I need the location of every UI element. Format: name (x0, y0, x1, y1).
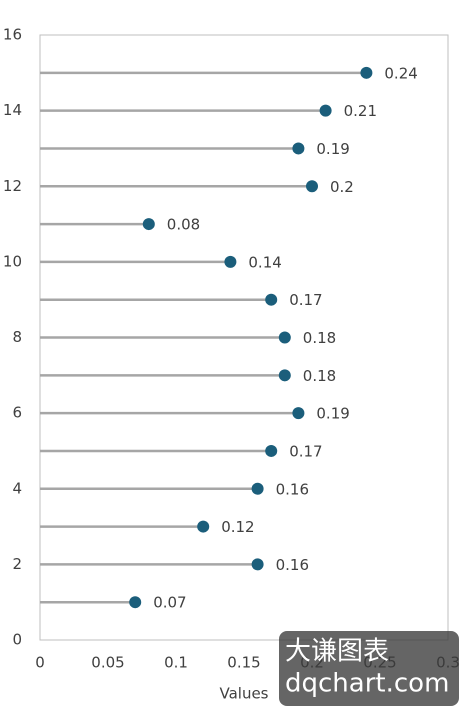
dot (278, 331, 291, 344)
dot (129, 596, 142, 609)
dot (319, 104, 332, 117)
dot (251, 482, 264, 495)
data-label: 0.14 (248, 253, 281, 271)
dot (251, 558, 264, 571)
data-label: 0.19 (316, 405, 349, 423)
dot (197, 520, 210, 533)
data-label: 0.19 (316, 140, 349, 158)
data-label: 0.2 (330, 178, 354, 196)
data-label: 0.17 (289, 442, 322, 460)
data-label: 0.07 (153, 594, 186, 612)
y-tick-label: 4 (12, 479, 22, 497)
y-tick-label: 8 (12, 328, 22, 346)
dot (142, 218, 155, 231)
y-tick-label: 16 (3, 26, 22, 44)
x-tick-label: 0.15 (227, 654, 260, 672)
y-tick-label: 10 (3, 252, 22, 270)
data-label: 0.16 (276, 556, 309, 574)
dot (278, 369, 291, 382)
y-tick-label: 2 (12, 555, 22, 573)
watermark-text: 大谦图表 (285, 637, 389, 667)
dot (292, 407, 305, 420)
dot (306, 180, 318, 193)
data-label: 0.17 (289, 291, 322, 309)
dot (360, 66, 373, 79)
data-label: 0.18 (303, 367, 336, 385)
data-label: 0.18 (303, 329, 336, 347)
y-tick-label: 0 (12, 631, 22, 649)
dot (265, 444, 278, 457)
x-tick-label: 0.1 (164, 654, 188, 672)
dot (292, 142, 305, 155)
watermark-text: dqchart.com (285, 669, 449, 699)
y-tick-label: 12 (3, 177, 22, 195)
data-label: 0.21 (344, 102, 377, 120)
x-axis-label: Values (219, 685, 268, 703)
data-label: 0.08 (167, 216, 200, 234)
data-label: 0.24 (384, 64, 417, 82)
data-label: 0.16 (276, 480, 309, 498)
dot (224, 255, 237, 268)
x-tick-label: 0 (35, 654, 45, 672)
watermark-box (279, 631, 459, 706)
data-label: 0.12 (221, 518, 254, 536)
marks: 024681012141600.050.10.150.20.250.30.070… (3, 26, 460, 672)
x-tick-label: 0.05 (91, 654, 124, 672)
y-tick-label: 14 (3, 101, 22, 119)
y-tick-label: 6 (12, 404, 22, 422)
dot (265, 293, 278, 306)
